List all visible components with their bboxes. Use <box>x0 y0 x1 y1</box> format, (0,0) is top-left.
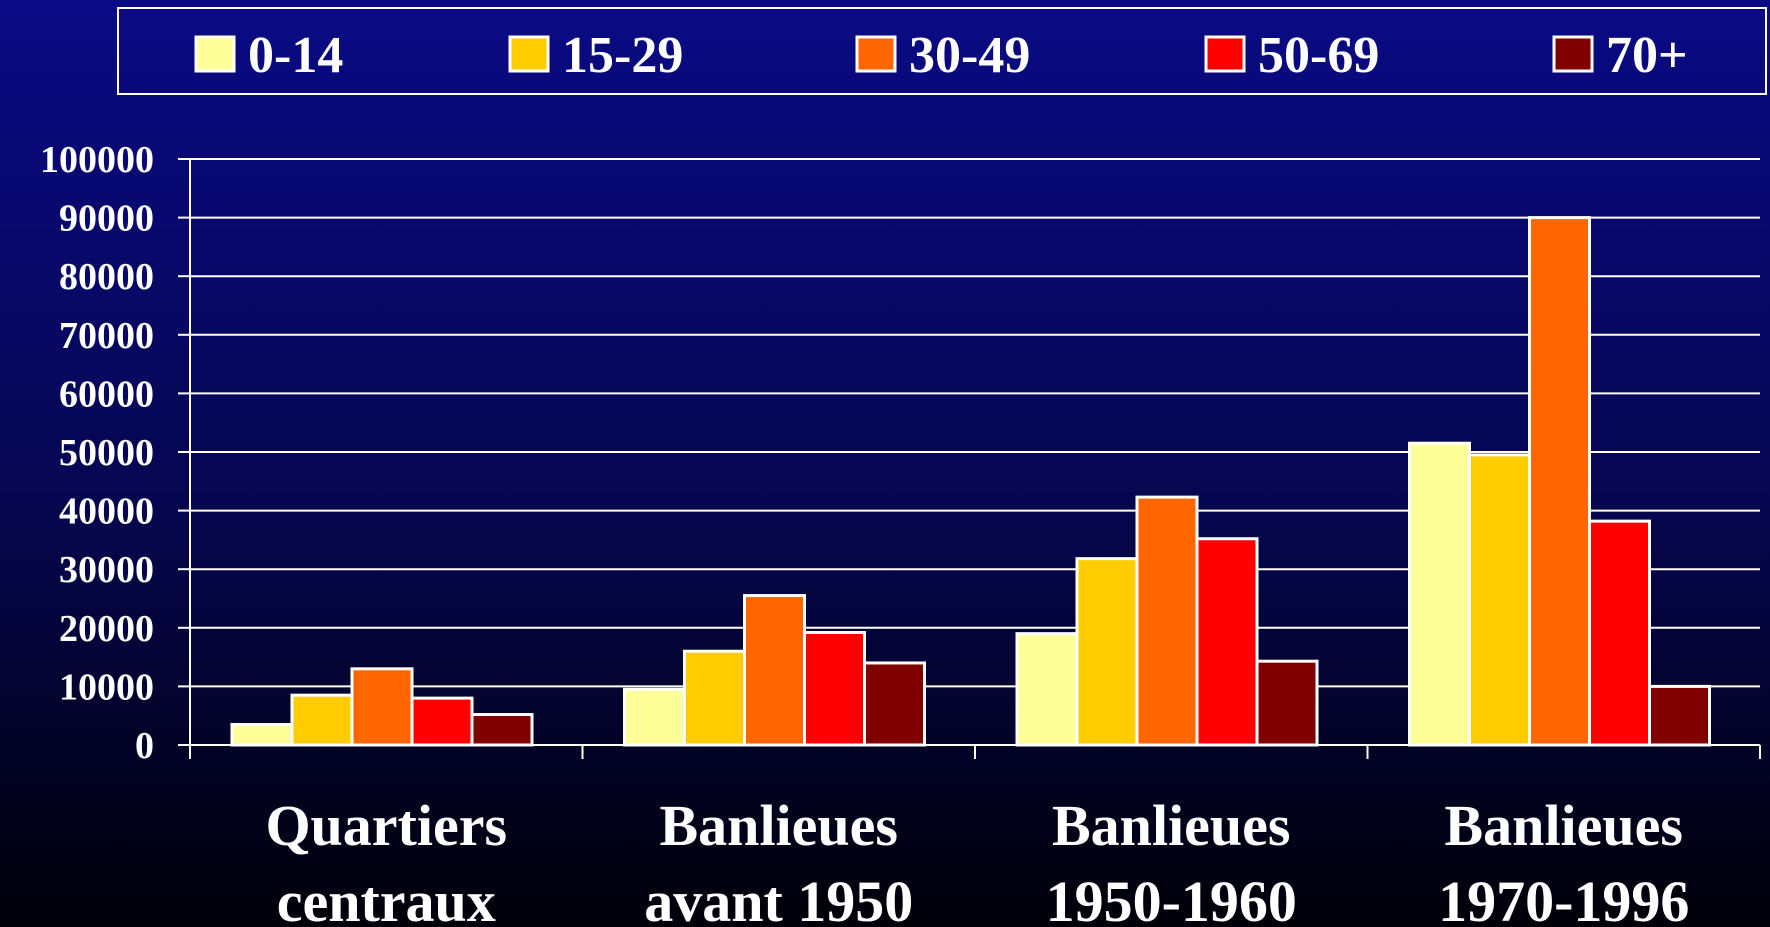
legend-swatch-50-69 <box>1204 35 1246 73</box>
legend-label-15-29: 15-29 <box>562 27 683 84</box>
bar-30-49 <box>743 594 806 747</box>
y-tick-label: 30000 <box>59 549 154 591</box>
bar-30-49 <box>350 667 414 747</box>
x-category-label: Banlieues <box>1445 793 1684 858</box>
y-tick-label: 70000 <box>59 315 154 357</box>
x-category-label: centraux <box>277 869 496 927</box>
bar-0-14 <box>623 687 686 747</box>
x-category-label: 1970-1996 <box>1438 869 1689 927</box>
bar-70+ <box>863 661 926 747</box>
legend: 0-14 15-29 30-49 50-69 70+ <box>194 27 1688 84</box>
x-category-label: 1950-1960 <box>1046 869 1297 927</box>
bar-0-14 <box>1015 632 1079 747</box>
legend-label-0-14: 0-14 <box>248 27 343 84</box>
bar-15-29 <box>683 649 746 747</box>
x-category-label: avant 1950 <box>644 869 913 927</box>
legend-label-30-49: 30-49 <box>909 27 1030 84</box>
y-tick-label: 10000 <box>59 666 154 708</box>
legend-box <box>117 7 1767 95</box>
bar-50-69 <box>410 696 474 747</box>
y-tick-label: 50000 <box>59 432 154 474</box>
y-axis: 0 10000 20000 30000 40000 50000 60000 70000 8000… <box>40 139 191 767</box>
x-category-label: Banlieues <box>1052 793 1291 858</box>
bar-30-49 <box>1135 495 1199 747</box>
y-tick-label: 80000 <box>59 256 154 298</box>
y-tick-label: 0 <box>135 725 154 767</box>
bar-15-29 <box>1468 453 1531 747</box>
bar-0-14 <box>230 722 294 747</box>
legend-label-70+: 70+ <box>1606 27 1688 84</box>
y-tick-label: 20000 <box>59 608 154 650</box>
bar-0-14 <box>1408 441 1471 747</box>
legend-swatch-15-29 <box>508 35 550 73</box>
y-tick-label: 60000 <box>59 373 154 415</box>
bar-15-29 <box>1075 557 1139 747</box>
x-axis: Quartiers centraux Banlieues avant 1950 Banl… <box>189 744 1761 927</box>
bar-50-69 <box>803 630 866 747</box>
x-category-label: Quartiers <box>265 793 507 858</box>
bars <box>230 216 1711 747</box>
bar-70+ <box>470 713 534 747</box>
legend-swatch-0-14 <box>194 35 236 73</box>
y-tick-label: 90000 <box>59 198 154 240</box>
x-category-label: Banlieues <box>660 793 899 858</box>
y-tick-label: 40000 <box>59 491 154 533</box>
legend-label-50-69: 50-69 <box>1258 27 1379 84</box>
legend-swatch-30-49 <box>855 35 897 73</box>
legend-swatch-70+ <box>1552 35 1594 73</box>
bar-70+ <box>1648 684 1711 747</box>
y-tick-label: 100000 <box>40 139 154 181</box>
bar-70+ <box>1255 659 1319 747</box>
bar-15-29 <box>290 693 354 747</box>
bar-50-69 <box>1195 537 1259 747</box>
bar-50-69 <box>1588 519 1651 747</box>
bar-30-49 <box>1528 216 1591 747</box>
